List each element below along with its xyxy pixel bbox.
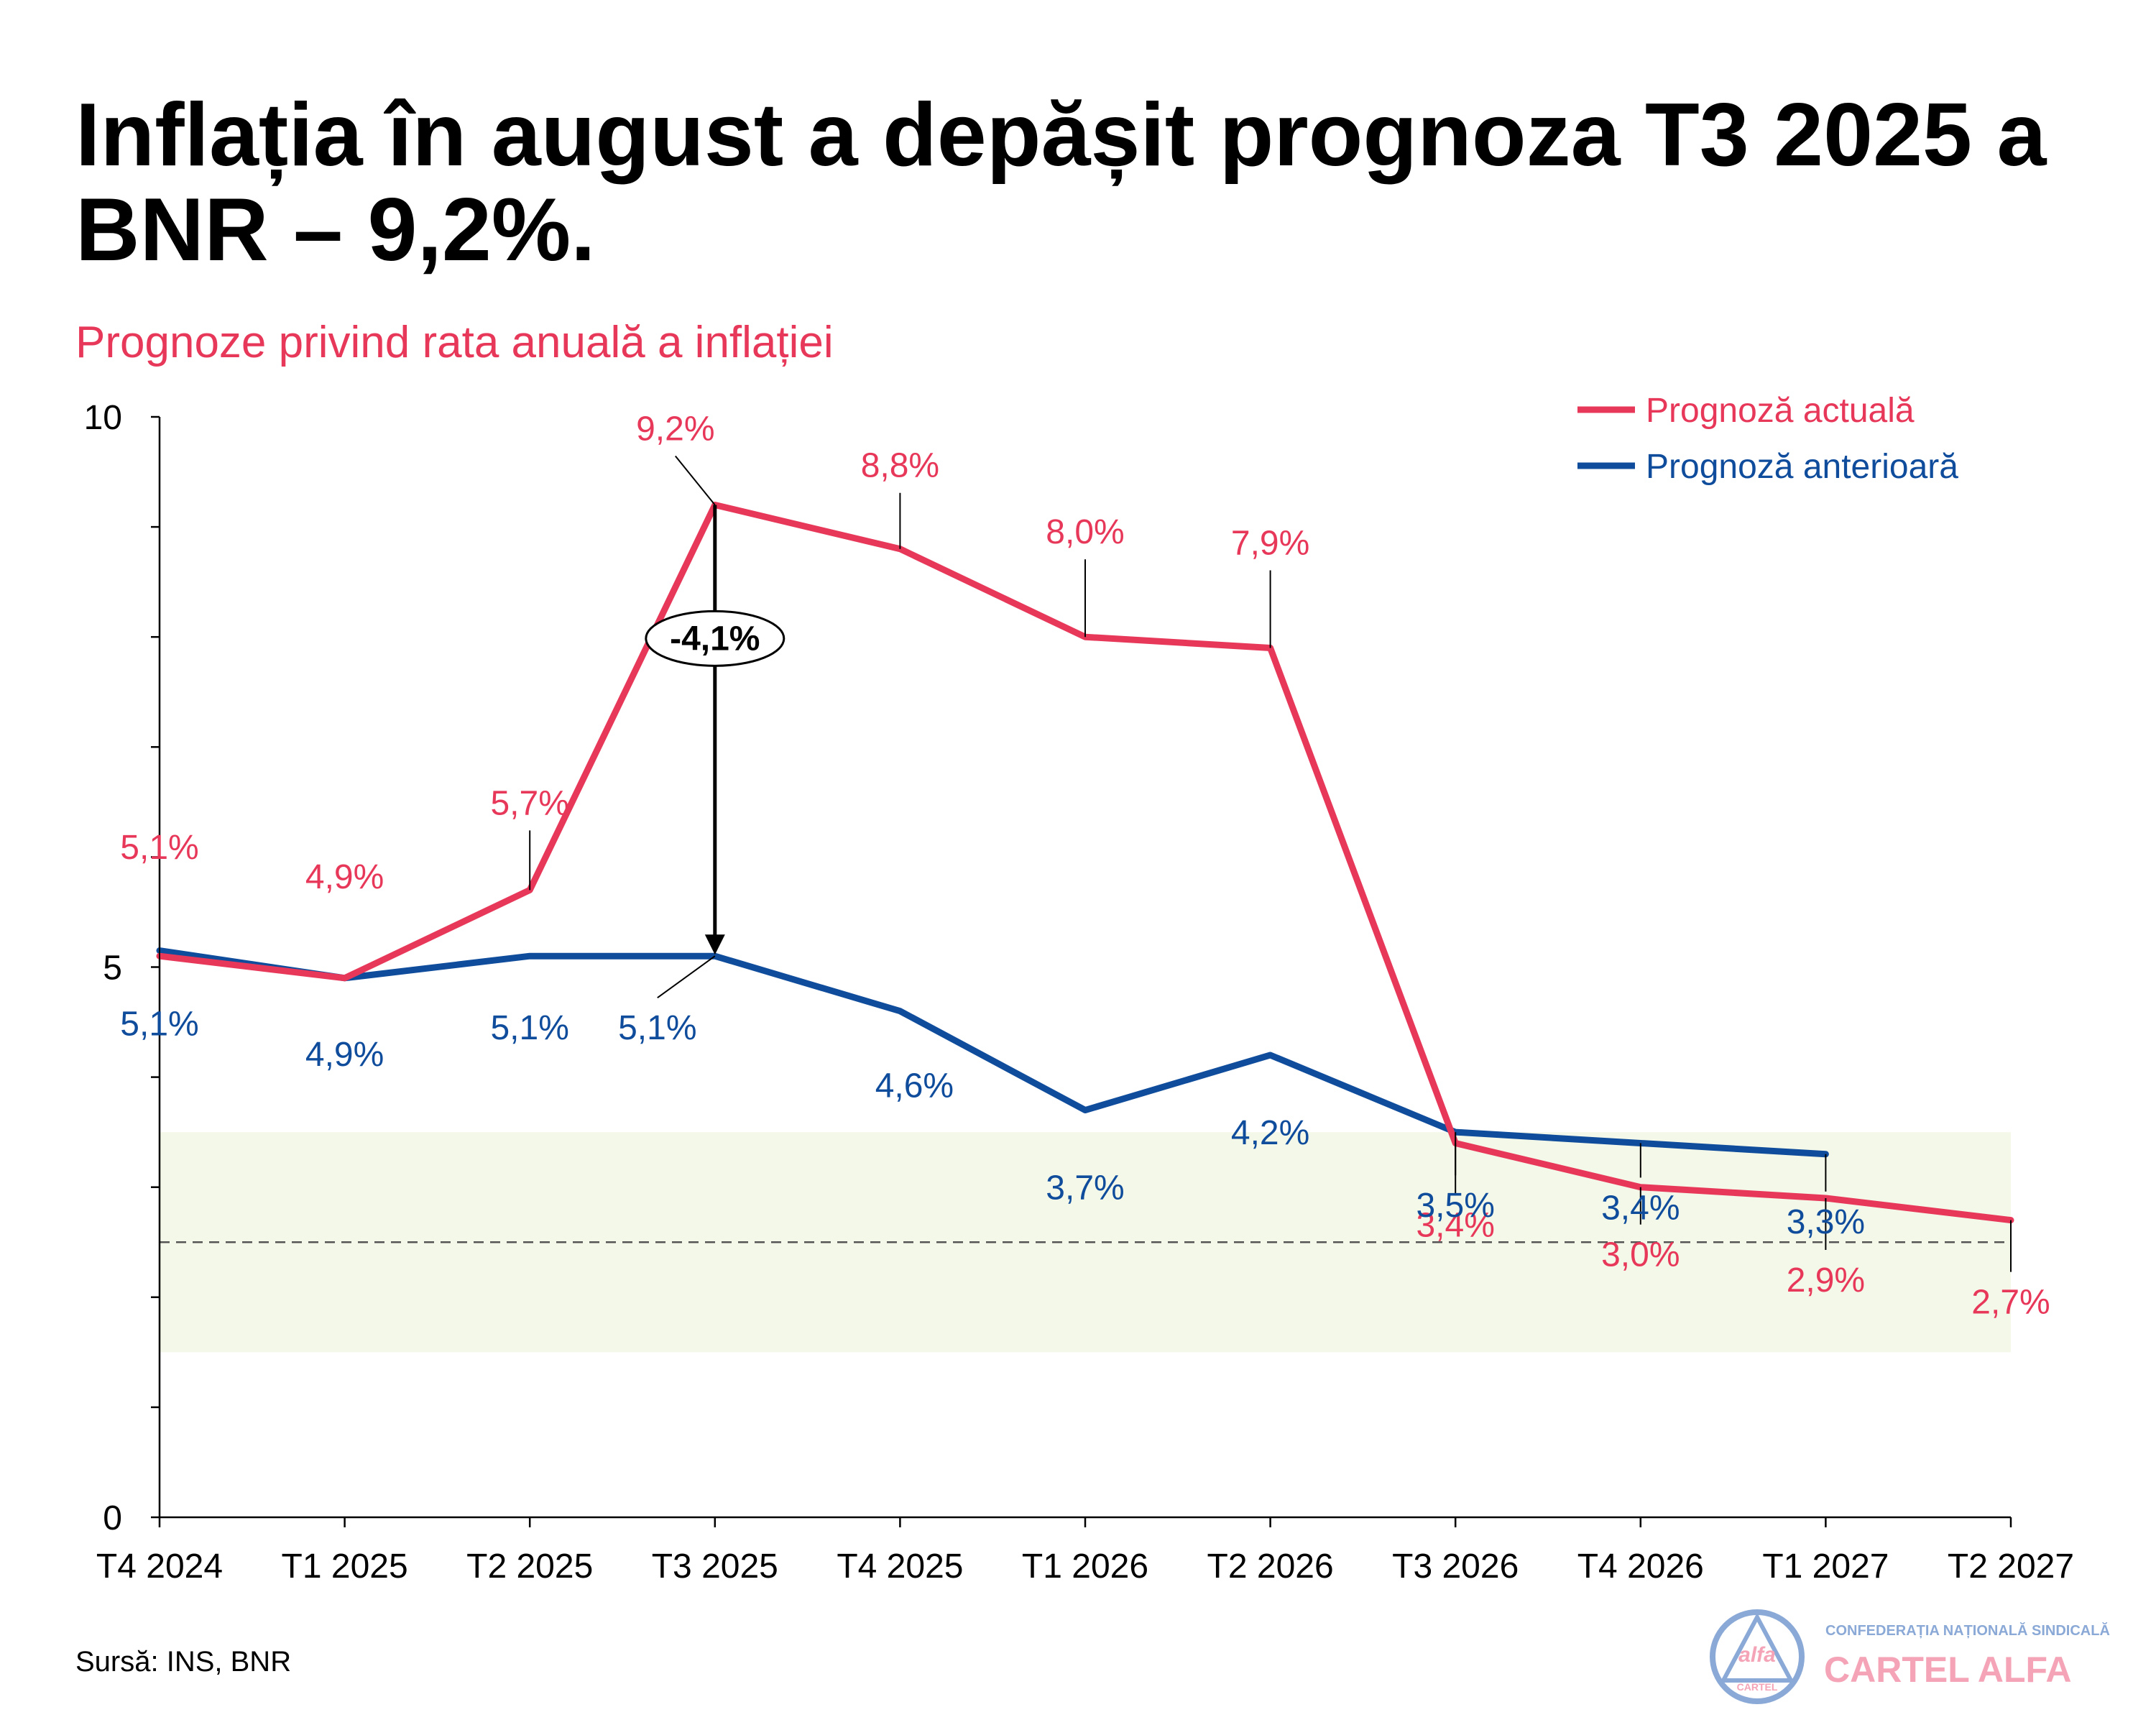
y-tick-label: 5 xyxy=(103,949,122,988)
data-label-current: 5,7% xyxy=(490,784,568,822)
x-tick-label: T4 2026 xyxy=(1577,1547,1704,1586)
difference-arrow-head xyxy=(704,934,725,955)
data-label-current: 3,0% xyxy=(1601,1236,1680,1274)
difference-badge xyxy=(645,610,786,667)
x-tick-label: T1 2025 xyxy=(282,1547,408,1586)
logo-mark-word: alfa xyxy=(1738,1643,1776,1667)
y-tick-label: 0 xyxy=(103,1499,122,1537)
logo-organization-name: CARTEL ALFA xyxy=(1824,1650,2071,1690)
data-label-current: 9,2% xyxy=(636,410,714,448)
data-label-previous: 3,4% xyxy=(1601,1189,1680,1227)
data-label-previous: 3,5% xyxy=(1416,1187,1494,1225)
x-tick-label: T3 2026 xyxy=(1392,1547,1519,1586)
data-label-current: 8,0% xyxy=(1046,513,1124,551)
legend-label-previous: Prognoză anterioară xyxy=(1646,448,1958,486)
difference-annotation: -4,1% xyxy=(645,505,786,955)
data-label-current: 8,8% xyxy=(861,447,939,485)
x-tick-label: T4 2025 xyxy=(837,1547,963,1586)
data-label-current: 4,9% xyxy=(305,858,384,896)
data-label-previous: 4,6% xyxy=(875,1067,954,1105)
chart-subtitle: Prognoze privind rata anuală a inflației xyxy=(75,318,834,367)
difference-value: -4,1% xyxy=(670,620,760,658)
leader-line xyxy=(657,955,716,998)
logo-organization-line: CONFEDERAȚIA NAȚIONALĂ SINDICALĂ xyxy=(1825,1622,2110,1639)
data-label-current: 7,9% xyxy=(1231,525,1309,563)
legend: Prognoză actuală Prognoză anterioară xyxy=(1577,392,1958,486)
x-tick-label: T4 2024 xyxy=(96,1547,223,1586)
legend-label-current: Prognoză actuală xyxy=(1646,392,1915,430)
data-label-current: 3,4% xyxy=(1416,1206,1494,1244)
data-label-current: 5,1% xyxy=(120,829,198,867)
x-tick-label: T1 2027 xyxy=(1762,1547,1889,1586)
y-tick-label: 10 xyxy=(84,399,122,437)
logo-mark-subtitle: CARTEL xyxy=(1737,1681,1778,1693)
cartel-alfa-logo: alfa CARTEL CONFEDERAȚIA NAȚIONALĂ SINDI… xyxy=(1710,1609,2110,1704)
data-label-previous: 4,9% xyxy=(305,1036,384,1074)
leader-line xyxy=(675,455,716,506)
chart-title-line-2: BNR – 9,2%. xyxy=(75,180,596,280)
x-tick-label: T2 2027 xyxy=(1948,1547,2074,1586)
target-band-layer xyxy=(160,1132,2011,1353)
axes: 0 5 10 T4 2024 T1 2025 T2 2025 T3 2025 T4 2025 T… xyxy=(84,399,2074,1586)
chart-title-line-1: Inflația în august a depășit prognoza T3… xyxy=(75,86,2047,186)
x-tick-label: T2 2025 xyxy=(466,1547,593,1586)
data-label-previous: 5,1% xyxy=(120,1006,198,1044)
series-line-previous xyxy=(156,947,1829,1158)
data-label-previous: 3,7% xyxy=(1046,1169,1124,1208)
logo-ring xyxy=(1710,1609,1805,1704)
source-note: Sursă: INS, BNR xyxy=(75,1646,291,1678)
x-tick-label: T3 2025 xyxy=(652,1547,778,1586)
x-tick-label: T2 2026 xyxy=(1207,1547,1334,1586)
data-label-previous: 4,2% xyxy=(1231,1114,1309,1152)
data-label-previous: 3,3% xyxy=(1787,1203,1865,1241)
logo-triangle-icon xyxy=(1719,1612,1795,1683)
data-labels: 5,1% 4,9% 5,7% 9,2% 8,8% 8,0% 7,9% 3,4% 3,0% 2,9%… xyxy=(120,410,2050,1321)
data-label-previous: 5,1% xyxy=(618,1009,696,1047)
data-label-current: 2,7% xyxy=(1971,1284,2050,1322)
data-label-current: 2,9% xyxy=(1787,1261,1865,1300)
data-label-previous: 5,1% xyxy=(490,1009,568,1047)
x-tick-label: T1 2026 xyxy=(1022,1547,1148,1586)
